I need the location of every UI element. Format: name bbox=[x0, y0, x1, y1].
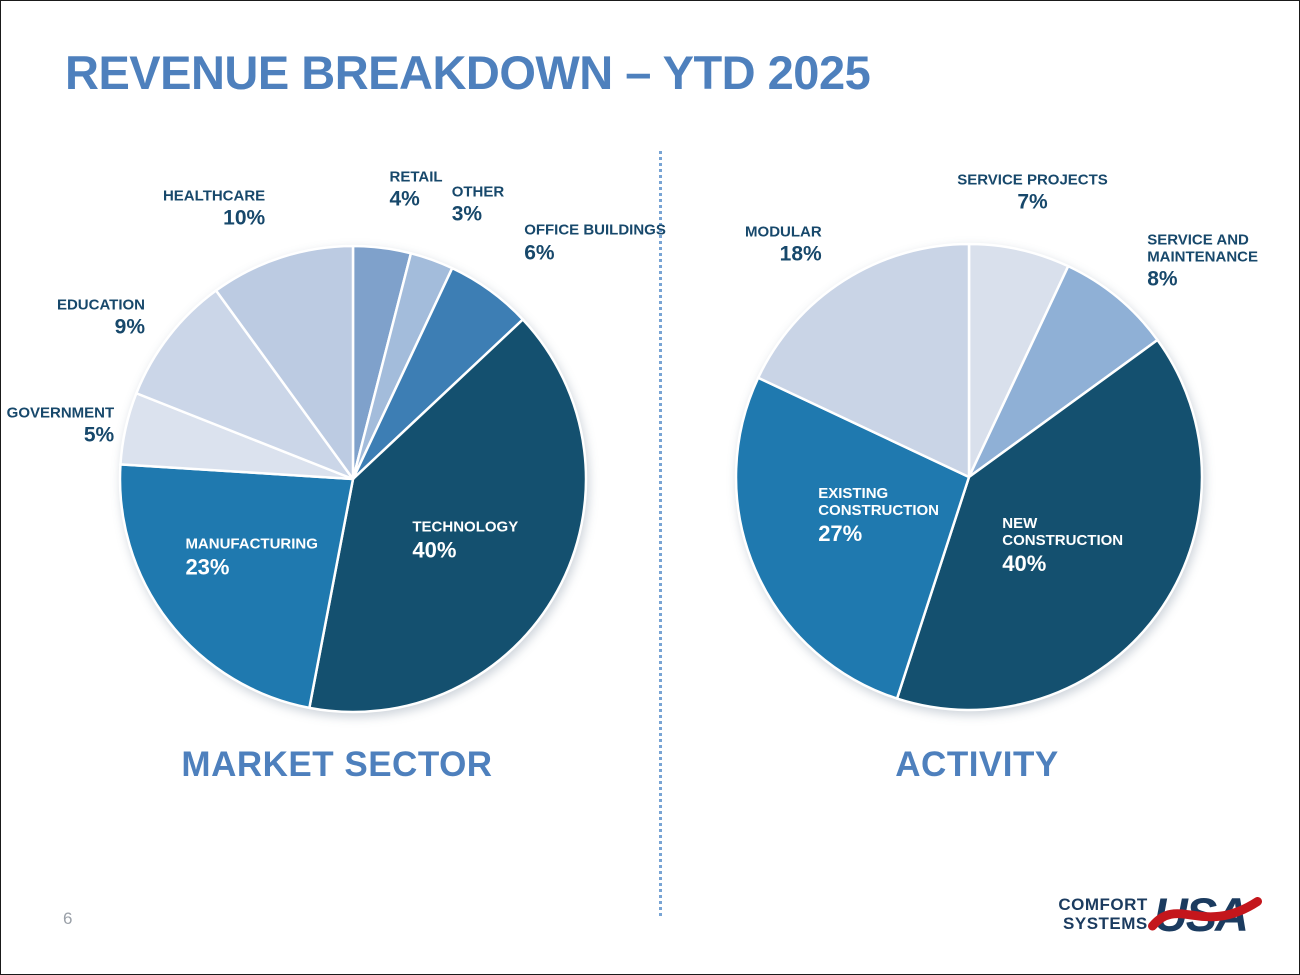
pie-slice-service-and-maintenance bbox=[967, 264, 1159, 479]
pie-label-value: 4% bbox=[389, 187, 420, 211]
company-logo: COMFORT SYSTEMS USA bbox=[1058, 888, 1262, 941]
market-sector-chart: RETAIL 4% OTHER 3% OFFICE BUILDINGS 6% TECHNOL… bbox=[7, 147, 666, 827]
market-sector-pie-wrap: RETAIL 4% OTHER 3% OFFICE BUILDINGS 6% TECHNOL… bbox=[7, 168, 666, 719]
market-sector-caption: MARKET SECTOR bbox=[181, 745, 493, 784]
pie-label-retail: RETAIL 4% bbox=[390, 168, 443, 211]
pie-label-value: 3% bbox=[451, 202, 483, 226]
activity-pie-wrap: SERVICE PROJECTS 7% SERVICE AND MAINTENANC… bbox=[729, 171, 1258, 717]
pie-slice-manufacturing bbox=[118, 463, 355, 710]
activity-pie bbox=[734, 242, 1204, 712]
pie-slice-education bbox=[135, 289, 355, 481]
pie-label-name: RETAIL bbox=[389, 168, 443, 186]
logo-wordmark: COMFORT SYSTEMS bbox=[1058, 896, 1147, 933]
pie-label-value: 7% bbox=[1017, 190, 1048, 214]
slide-title: REVENUE BREAKDOWN – YTD 2025 bbox=[65, 46, 871, 99]
page-number: 6 bbox=[63, 909, 73, 928]
pie-label-name: OTHER bbox=[451, 183, 505, 201]
pie-slice-technology bbox=[308, 318, 588, 714]
pie-label-other: OTHER 3% bbox=[452, 183, 505, 226]
pie-label-government: GOVERNMENT 5% bbox=[7, 404, 115, 447]
pie-slice-new-construction bbox=[895, 338, 1204, 712]
pie-label-name: GOVERNMENT bbox=[6, 403, 115, 421]
logo-usa-text: USA bbox=[1153, 888, 1249, 941]
pie-label-value: 5% bbox=[83, 423, 115, 447]
pie-label-name: OFFICE BUILDINGS bbox=[524, 221, 666, 239]
pie-slice-modular bbox=[756, 242, 971, 479]
pie-slice-existing-construction bbox=[734, 376, 971, 700]
pie-label-service-projects: SERVICE PROJECTS 7% bbox=[957, 171, 1108, 214]
logo-word-comfort: COMFORT bbox=[1058, 895, 1148, 915]
section-divider bbox=[659, 151, 662, 916]
pie-label-name: SERVICE PROJECTS bbox=[957, 171, 1108, 189]
pie-label-healthcare: HEALTHCARE 10% bbox=[163, 187, 265, 230]
logo-usa: USA bbox=[1147, 888, 1262, 941]
activity-caption: ACTIVITY bbox=[895, 745, 1059, 784]
market-sector-pie bbox=[118, 244, 588, 714]
logo-word-systems: SYSTEMS bbox=[1063, 914, 1148, 933]
pie-label-name: HEALTHCARE bbox=[162, 187, 266, 205]
pie-slice-service-projects bbox=[967, 242, 1070, 479]
pie-label-value: 10% bbox=[223, 206, 266, 230]
pie-slice-healthcare bbox=[214, 244, 355, 481]
activity-chart: SERVICE PROJECTS 7% SERVICE AND MAINTENANC… bbox=[653, 147, 1299, 827]
